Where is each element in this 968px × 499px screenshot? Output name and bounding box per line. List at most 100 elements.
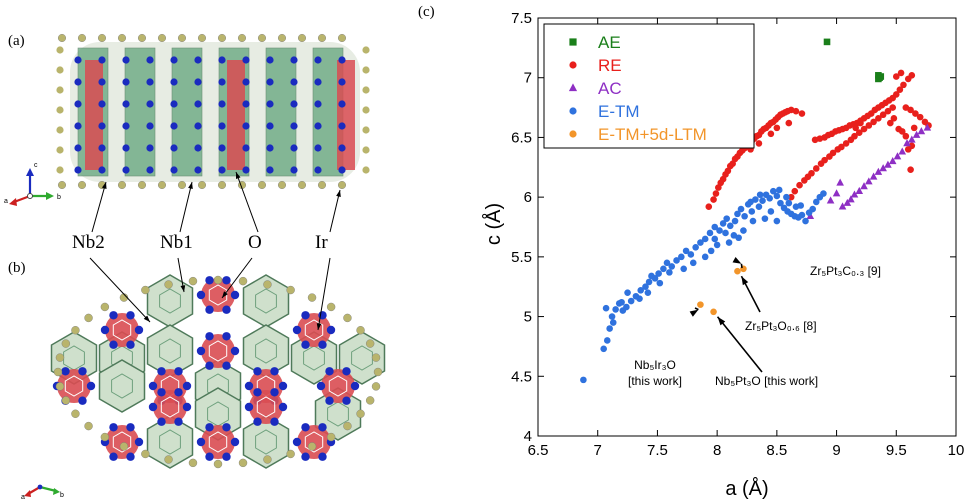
- point-e-tm: [660, 265, 667, 273]
- point-e-tm-5d-ltm: [697, 301, 704, 308]
- point-ac: [847, 195, 855, 203]
- point-re: [908, 142, 916, 150]
- y-axis-label: c (Å): [482, 203, 505, 245]
- point-re: [900, 81, 907, 89]
- point-e-tm: [678, 253, 685, 261]
- point-re: [712, 190, 720, 197]
- point-e-tm: [716, 227, 723, 234]
- point-e-tm: [797, 202, 805, 209]
- y-tick-label: 7: [524, 70, 532, 87]
- legend-marker-ae: [569, 38, 577, 46]
- point-e-tm: [747, 198, 754, 206]
- annotation-label: Nb₅Pt₃O [this work]: [715, 374, 818, 388]
- point-e-tm: [602, 304, 610, 312]
- legend: AE RE AC E-TM E-TM+5d-LTM: [543, 23, 755, 149]
- point-ac: [917, 127, 926, 135]
- point-ac: [850, 190, 859, 198]
- point-ac: [903, 139, 911, 147]
- x-tick-label: 8.5: [766, 442, 787, 459]
- point-ac: [826, 196, 835, 204]
- point-re: [875, 115, 882, 122]
- x-tick-label: 7: [594, 442, 602, 459]
- crystal-structure-figure: c a b a b: [4, 34, 386, 499]
- annotation-label: Zr₅Pt₃O₀.₆ [8]: [745, 319, 817, 333]
- point-e-tm: [627, 297, 635, 305]
- point-re: [910, 124, 918, 132]
- point-e-tm: [740, 227, 747, 234]
- point-re: [892, 73, 900, 80]
- axis-triad-b: a b: [21, 484, 64, 499]
- point-e-tm: [723, 215, 730, 222]
- point-ac: [855, 186, 864, 194]
- point-e-tm: [777, 199, 784, 207]
- point-re: [851, 132, 858, 140]
- point-e-tm: [701, 253, 709, 261]
- point-re: [796, 181, 803, 189]
- legend-entry-ac: AC: [598, 79, 622, 98]
- point-e-tm: [680, 265, 688, 273]
- point-re: [842, 140, 850, 147]
- y-tick-label: 5: [524, 309, 532, 326]
- legend-entry-re: RE: [598, 56, 622, 75]
- point-e-tm: [773, 192, 781, 200]
- point-e-tm: [725, 239, 733, 246]
- legend-entry-ae: AE: [598, 33, 621, 52]
- point-ac: [832, 189, 841, 197]
- point-ac: [836, 178, 844, 186]
- point-e-tm: [624, 289, 631, 296]
- point-re: [897, 69, 905, 77]
- point-re: [865, 122, 873, 129]
- point-re: [852, 124, 859, 132]
- point-re: [889, 104, 897, 111]
- structure-arrows: [89, 171, 341, 331]
- point-ac: [898, 147, 907, 155]
- point-ac: [838, 202, 847, 210]
- axis-a-b-label: b: [57, 194, 61, 201]
- legend-marker-e-tm-5d-ltm: [569, 130, 577, 138]
- point-re: [767, 130, 775, 138]
- point-e-tm: [767, 208, 775, 215]
- point-e-tm: [618, 298, 625, 306]
- point-e-tm: [756, 191, 764, 199]
- axis-a-a-label: a: [4, 198, 8, 205]
- point-e-tm: [666, 269, 673, 276]
- point-e-tm: [820, 190, 827, 197]
- point-re: [812, 165, 820, 172]
- point-e-tm: [755, 203, 763, 210]
- annotation-label: Nb₅Ir₃O: [634, 358, 676, 372]
- point-re: [792, 107, 800, 115]
- point-re: [912, 110, 919, 117]
- point-e-tm: [644, 289, 652, 296]
- point-re: [896, 86, 904, 93]
- point-e-tm: [734, 210, 741, 218]
- point-re: [860, 125, 868, 133]
- point-ac: [912, 130, 921, 138]
- point-ac: [874, 167, 883, 175]
- point-e-tm: [603, 337, 611, 344]
- point-e-tm: [701, 235, 709, 243]
- point-ae: [875, 75, 882, 83]
- point-e-tm: [785, 199, 793, 207]
- point-ac: [893, 152, 902, 160]
- point-re: [884, 107, 892, 115]
- point-ac: [843, 198, 852, 206]
- point-re: [829, 149, 837, 157]
- point-e-tm: [809, 205, 816, 213]
- legend-marker-ac: [568, 83, 578, 92]
- legend-marker-re: [569, 61, 577, 69]
- legend-entry-e-tm: E-TM: [598, 102, 640, 121]
- point-e-tm: [773, 217, 781, 225]
- point-ac: [908, 135, 916, 143]
- point-e-tm: [719, 220, 727, 227]
- point-re: [879, 111, 887, 119]
- y-tick-label: 6.5: [511, 129, 532, 146]
- annotation-label: [this work]: [628, 374, 682, 388]
- point-e-tm: [606, 325, 613, 332]
- point-ae: [823, 38, 831, 46]
- point-e-tm: [642, 283, 649, 291]
- point-e-tm: [812, 198, 820, 206]
- point-e-tm: [651, 275, 659, 282]
- annotation-label: Zr₅Pt₃C₀.₃ [9]: [810, 264, 881, 278]
- point-e-tm: [609, 319, 617, 326]
- point-e-tm: [637, 286, 645, 294]
